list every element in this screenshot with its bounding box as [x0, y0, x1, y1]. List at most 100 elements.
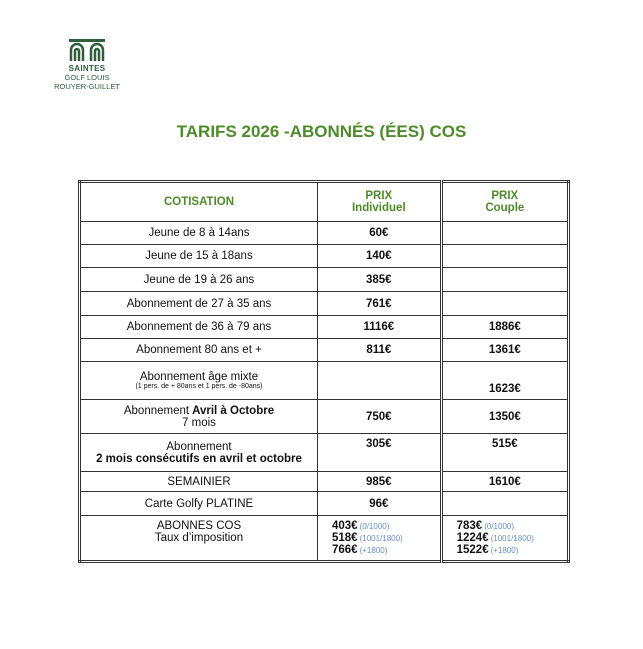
price-cell: 1116€: [316, 315, 443, 339]
price: 1886€: [488, 321, 521, 333]
price-cell: [316, 361, 443, 400]
table-row: Abonnement de 27 à 35 ans 761€: [79, 291, 570, 316]
label-line: Jeune de 19 à 26 ans: [85, 274, 313, 286]
table-row: Carte Golfy PLATINE 96€: [79, 491, 570, 516]
label-text: 2 mois consécutifs en avril et octobre: [96, 452, 302, 465]
label-text: ABONNES COS: [156, 520, 242, 532]
price-cell: [440, 221, 570, 245]
label-cell: Abonnement âge mixte (1 pers. de + 80ans …: [79, 361, 318, 400]
label-text: Abonnement de 36 à 79 ans: [126, 321, 272, 333]
price: 1610€: [488, 475, 521, 488]
price-range: (+1800): [359, 546, 388, 555]
table-row: Jeune de 19 à 26 ans 385€: [79, 267, 570, 292]
price-cell: 1623€: [440, 361, 570, 400]
price-cell: 60€: [316, 221, 443, 245]
title: TARIFS 2026 -ABONNÉS (ÉES) COS: [176, 122, 467, 141]
price: 761€: [366, 297, 392, 310]
price-cell: 985€: [316, 471, 443, 492]
price-range: (0/1000): [484, 522, 515, 531]
header-text: PRIX: [491, 190, 519, 202]
label-text: Jeune de 19 à 26 ans: [143, 273, 255, 286]
label-text: Avril à Octobre: [192, 404, 275, 417]
price: 385€: [366, 273, 392, 286]
price-cell: 750€: [316, 399, 443, 434]
label-line: Abonnement âge mixte: [85, 371, 313, 383]
label-line: Abonnement de 27 à 35 ans: [85, 298, 313, 310]
price-cell: 1886€: [440, 315, 570, 339]
price: 403€: [331, 520, 358, 532]
price-tier: 518€ (1001/1800): [332, 532, 436, 544]
price: 1361€: [488, 344, 521, 356]
label-cell: Abonnement 80 ans et +: [79, 338, 318, 362]
price: 60€: [369, 227, 389, 239]
label-text: Jeune de 15 à 18ans: [145, 250, 253, 262]
price: 811€: [366, 344, 392, 356]
label-line: SEMAINIER: [85, 476, 313, 488]
label-text: Jeune de 8 à 14ans: [148, 227, 250, 239]
price: 1623€: [488, 383, 521, 395]
price-cell: 385€: [316, 267, 443, 292]
price-range: (+1800): [490, 546, 519, 555]
label-text: Carte Golfy PLATINE: [144, 497, 254, 510]
price-tier: 403€ (0/1000): [332, 520, 436, 532]
price-tier: 1224€ (1001/1800): [457, 532, 563, 544]
table-row: Abonnement 80 ans et + 811€ 1361€: [79, 338, 570, 362]
header-text: COTISATION: [163, 196, 235, 208]
label-line: Taux d’imposition: [85, 532, 313, 544]
label-note: (1 pers. de + 80ans et 1 pers. de -80ans…: [135, 383, 263, 390]
price-cell: [440, 267, 570, 292]
column-header: PRIX Couple: [440, 181, 570, 222]
label-text: Abonnement âge mixte: [139, 371, 259, 383]
table-row: Jeune de 15 à 18ans 140€: [79, 244, 570, 268]
price: 96€: [369, 497, 389, 510]
price: 518€: [331, 532, 358, 544]
price-cell: 811€: [316, 338, 443, 362]
label-line: Abonnement Avril à Octobre: [85, 405, 313, 417]
price: 750€: [366, 410, 392, 423]
price: 1116€: [363, 321, 395, 333]
table-row: Abonnement âge mixte (1 pers. de + 80ans …: [79, 361, 570, 400]
label-line: 7 mois: [85, 417, 313, 429]
price-cell: 140€: [316, 244, 443, 268]
label-text: SEMAINIER: [167, 475, 231, 488]
header-text: Individuel: [351, 202, 406, 214]
label-text: Abonnement de 27 à 35 ans: [126, 297, 272, 310]
table-row: Abonnement de 36 à 79 ans 1116€ 1886€: [79, 315, 570, 339]
logo: SAINTES GOLF LOUIS ROUYER-GUILLET: [52, 38, 122, 91]
price-cell: 761€: [316, 291, 443, 316]
label-cell: Abonnement 2 mois consécutifs en avril et…: [79, 433, 318, 472]
logo-icon: [69, 39, 105, 61]
table-row: Abonnement Avril à Octobre 7 mois 750€ 1350€: [79, 399, 570, 434]
price-tier: 766€ (+1800): [332, 544, 436, 556]
price-cell: [440, 244, 570, 268]
price-cell: 1361€: [440, 338, 570, 362]
label-line: Carte Golfy PLATINE: [85, 498, 313, 510]
price-cell: 515€: [440, 433, 570, 472]
table-row: SEMAINIER 985€ 1610€: [79, 471, 570, 492]
price-cell: 783€ (0/1000) 1224€ (1001/1800) 1522€ (+1800): [440, 515, 570, 562]
price-range: (0/1000): [359, 522, 390, 531]
price-table: COTISATION PRIX Individuel PRIX Couple Jeune…: [78, 180, 570, 563]
price-cell: 1350€: [440, 399, 570, 434]
price-cell: 403€ (0/1000) 518€ (1001/1800) 766€ (+1800): [316, 515, 443, 562]
price: 1522€: [456, 544, 489, 556]
label-cell: Abonnement Avril à Octobre 7 mois: [79, 399, 318, 434]
label-text: Abonnement 80 ans et +: [136, 344, 262, 356]
price: 140€: [366, 250, 392, 262]
label-cell: ABONNES COS Taux d’imposition: [79, 515, 318, 562]
label-line: Abonnement de 36 à 79 ans: [85, 321, 313, 333]
label-text: Abonnement: [166, 440, 232, 453]
header-text: PRIX: [365, 190, 393, 202]
label-cell: Carte Golfy PLATINE: [79, 491, 318, 516]
label-line: Jeune de 15 à 18ans: [85, 250, 313, 262]
label-cell: SEMAINIER: [79, 471, 318, 492]
price-cell: 305€: [316, 433, 443, 472]
price-cell: [440, 491, 570, 516]
table-row: Jeune de 8 à 14ans 60€: [79, 221, 570, 245]
price: 1224€: [456, 532, 489, 544]
logo-text: SAINTES: [68, 64, 106, 73]
price: 1350€: [488, 410, 521, 423]
label-line: 2 mois consécutifs en avril et octobre: [85, 453, 313, 465]
label-cell: Jeune de 15 à 18ans: [79, 244, 318, 268]
